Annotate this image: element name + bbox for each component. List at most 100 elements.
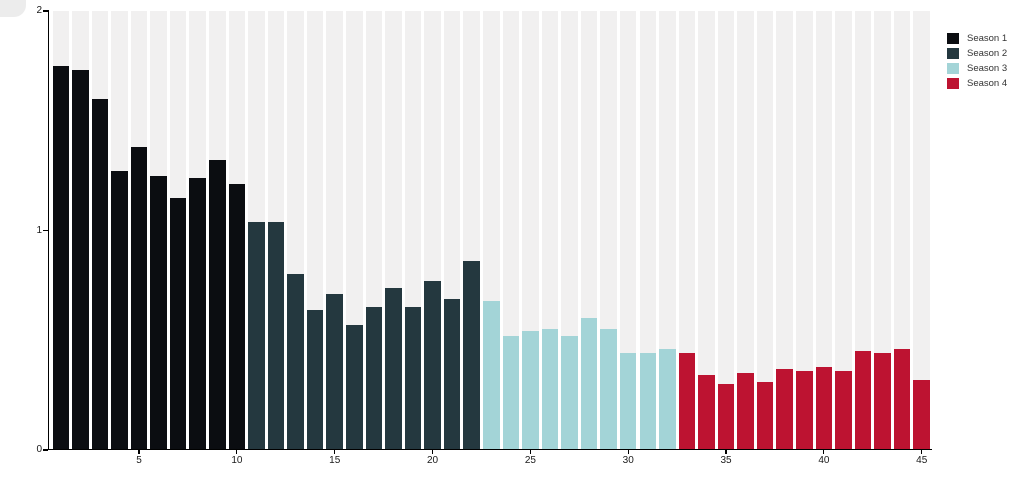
legend-item-season-2: Season 2 [947,48,1007,59]
bar-episode-37 [756,381,774,450]
bar-episode-20 [424,280,441,450]
bar-episode-32 [659,349,676,450]
x-tick-label: 5 [136,455,142,466]
legend-item-season-1: Season 1 [947,33,1007,44]
bar-episode-41 [835,370,852,450]
y-axis-line [48,10,50,450]
bar-episode-14 [306,309,324,450]
background-column [893,11,911,450]
x-tick-mark [921,450,923,454]
legend-label: Season 1 [967,33,1008,44]
bar-episode-9 [209,160,226,450]
x-tick-label: 15 [329,455,341,466]
x-axis-line [44,449,932,451]
x-tick-mark [725,450,727,454]
background-column [659,11,676,450]
background-column [737,11,754,450]
bar-episode-22 [463,261,480,450]
bar-episode-43 [874,353,891,450]
background-column [776,11,794,450]
background-column [678,11,696,450]
x-tick-label: 45 [916,455,928,466]
x-tick-label: 20 [426,455,439,466]
legend-swatch-icon [947,78,959,89]
bar-episode-16 [346,324,363,450]
bar-episode-42 [854,351,872,450]
x-tick-mark [823,450,825,454]
x-tick-mark [627,450,629,454]
background-column [619,11,637,450]
bar-episode-38 [776,368,794,450]
legend-item-season-4: Season 4 [947,78,1007,89]
bar-episode-13 [287,274,304,450]
bar-episode-8 [189,177,207,450]
bar-episode-1 [52,65,70,450]
background-column [639,11,657,450]
legend-swatch-icon [947,48,959,59]
background-column [756,11,774,450]
legend-item-season-3: Season 3 [947,63,1007,74]
background-column [913,11,930,450]
x-tick-mark [236,450,238,454]
x-tick-mark [431,450,434,454]
bar-episode-18 [385,287,402,450]
bar-episode-5 [130,147,148,450]
background-column [717,11,735,450]
bar-episode-40 [815,366,833,450]
legend: Season 1 Season 2 Season 3 Season 4 [947,33,1007,93]
bar-episode-24 [502,335,520,450]
bar-episode-19 [404,307,422,450]
bar-episode-17 [365,307,383,450]
x-tick-label: 30 [622,455,634,466]
x-tick-mark [529,450,531,454]
bar-episode-4 [111,171,128,450]
y-tick-mark [43,449,48,451]
screen-corner-artifact [0,0,26,17]
bar-episode-35 [717,384,735,450]
bar-episode-21 [443,298,461,450]
bar-episode-25 [522,331,539,450]
x-tick-label: 40 [818,455,830,466]
bar-episode-11 [248,221,265,450]
y-tick-label: 2 [36,5,42,16]
bar-episode-27 [561,335,578,450]
bar-episode-33 [678,353,696,450]
bar-episode-45 [913,379,930,450]
y-tick-mark [43,10,48,12]
legend-label: Season 3 [967,63,1008,74]
bar-episode-30 [619,353,637,450]
y-tick-label: 0 [36,444,42,455]
background-column [815,11,833,450]
bar-episode-28 [580,318,598,450]
x-tick-mark [138,450,140,454]
bar-episode-26 [541,329,559,450]
bar-episode-2 [72,70,89,450]
bar-episode-39 [796,370,813,450]
bar-episode-29 [600,329,617,450]
bar-episode-34 [698,375,715,450]
bar-episode-23 [482,300,500,450]
background-column [796,11,813,450]
x-tick-label: 35 [720,455,732,466]
legend-label: Season 4 [967,78,1008,89]
bar-episode-12 [267,221,285,450]
background-column [698,11,715,450]
x-tick-label: 10 [231,455,243,466]
bar-episode-15 [326,294,343,450]
bar-episode-7 [169,197,187,450]
background-column [854,11,872,450]
y-tick-mark [43,229,48,232]
x-tick-label: 25 [524,455,536,466]
bar-episode-36 [737,373,754,450]
y-tick-label: 1 [36,224,42,236]
legend-label: Season 2 [967,48,1008,59]
legend-swatch-icon [947,63,959,74]
background-column [874,11,891,450]
bar-episode-6 [150,175,167,450]
bar-episode-10 [228,184,246,450]
bar-episode-31 [639,353,657,450]
legend-swatch-icon [947,33,959,44]
bar-episode-3 [91,98,109,450]
x-tick-mark [334,450,336,454]
